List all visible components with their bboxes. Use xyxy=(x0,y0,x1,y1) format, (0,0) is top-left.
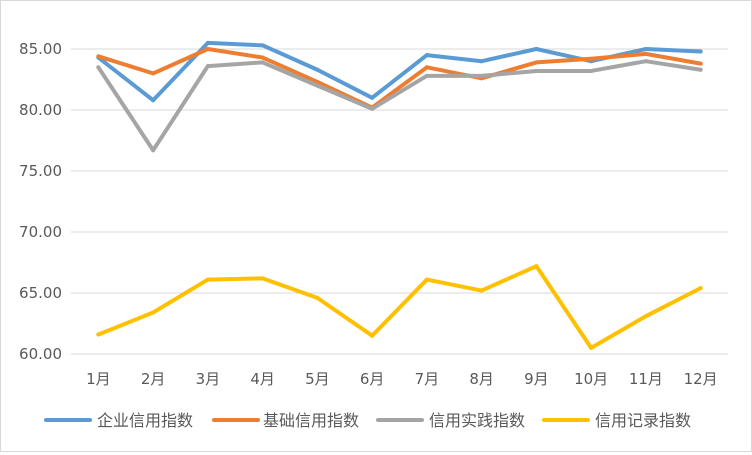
data-point xyxy=(151,71,156,76)
data-point xyxy=(424,73,429,78)
x-tick-label: 6月 xyxy=(360,370,385,388)
x-axis: 1月 2月 3月 4月 5月 6月 7月 8月 9月 10月 11月 12月 xyxy=(86,370,718,388)
data-point xyxy=(479,59,484,64)
data-point xyxy=(205,47,210,51)
y-tick-label: 65.00 xyxy=(19,284,62,302)
legend: 企业信用指数 基础信用指数 信用实践指数 信用记录指数 xyxy=(44,411,691,430)
data-point xyxy=(260,55,265,60)
data-point xyxy=(479,288,484,293)
data-point xyxy=(260,60,265,65)
data-point xyxy=(96,65,101,70)
data-point xyxy=(205,64,210,69)
series-line-4 xyxy=(96,264,703,350)
data-point xyxy=(151,98,156,103)
data-point xyxy=(698,49,703,54)
data-point xyxy=(589,68,594,73)
data-point xyxy=(589,56,594,61)
legend-label: 基础信用指数 xyxy=(263,411,359,430)
data-point xyxy=(534,264,539,269)
x-tick-label: 3月 xyxy=(196,370,221,388)
x-tick-label: 12月 xyxy=(684,370,718,388)
data-point xyxy=(205,40,210,45)
y-tick-label: 85.00 xyxy=(19,40,62,58)
y-tick-label: 75.00 xyxy=(19,162,62,180)
data-point xyxy=(260,276,265,281)
data-point xyxy=(534,47,539,51)
data-point xyxy=(315,67,320,72)
x-tick-label: 5月 xyxy=(305,370,330,388)
data-point xyxy=(698,61,703,66)
data-point xyxy=(370,106,375,111)
series-line-3 xyxy=(96,59,703,153)
data-point xyxy=(698,286,703,291)
data-point xyxy=(589,345,594,350)
data-point xyxy=(643,59,648,64)
series-line-2 xyxy=(96,47,703,110)
data-point xyxy=(370,333,375,338)
legend-label: 信用记录指数 xyxy=(595,411,691,430)
x-tick-label: 11月 xyxy=(629,370,663,388)
x-tick-label: 8月 xyxy=(469,370,494,388)
data-point xyxy=(479,73,484,78)
data-point xyxy=(370,95,375,100)
data-point xyxy=(643,47,648,51)
legend-label: 企业信用指数 xyxy=(97,411,193,430)
data-point xyxy=(424,53,429,58)
data-point xyxy=(698,67,703,72)
data-point xyxy=(260,43,265,48)
y-tick-label: 60.00 xyxy=(19,345,62,363)
data-point xyxy=(96,332,101,337)
data-point xyxy=(205,277,210,282)
x-tick-label: 4月 xyxy=(250,370,275,388)
y-tick-label: 70.00 xyxy=(19,223,62,241)
x-tick-label: 10月 xyxy=(574,370,608,388)
data-point xyxy=(96,54,101,59)
data-point xyxy=(643,51,648,56)
x-tick-label: 2月 xyxy=(141,370,166,388)
data-point xyxy=(315,79,320,84)
x-tick-label: 1月 xyxy=(86,370,111,388)
y-axis: 60.00 65.00 70.00 75.00 80.00 85.00 xyxy=(19,40,62,363)
data-point xyxy=(151,148,156,153)
data-point xyxy=(424,65,429,70)
legend-label: 信用实践指数 xyxy=(429,411,525,430)
data-point xyxy=(151,310,156,315)
x-tick-label: 9月 xyxy=(524,370,549,388)
data-point xyxy=(534,60,539,65)
x-tick-label: 7月 xyxy=(415,370,440,388)
data-point xyxy=(643,314,648,319)
data-point xyxy=(315,295,320,300)
data-point xyxy=(315,83,320,88)
data-point xyxy=(534,68,539,73)
data-point xyxy=(424,277,429,282)
series-lines xyxy=(96,40,703,350)
y-tick-label: 80.00 xyxy=(19,101,62,119)
